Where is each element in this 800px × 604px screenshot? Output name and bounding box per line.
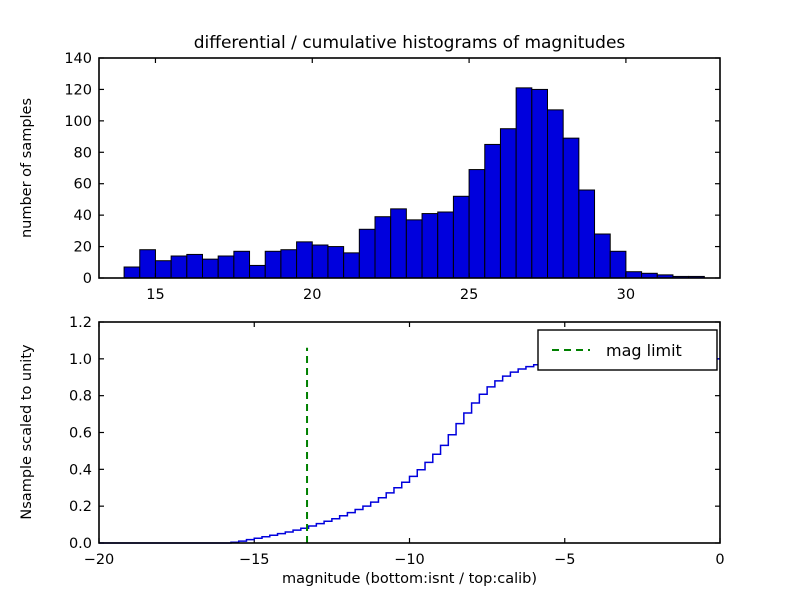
y-tick-label: 120 (64, 82, 92, 98)
histogram-bar (343, 252, 360, 279)
histogram-bar (594, 233, 611, 279)
histogram-bar (154, 260, 172, 279)
histogram-bar (233, 250, 251, 279)
legend[interactable]: mag limit (537, 329, 718, 371)
histogram-bar (437, 211, 454, 279)
y-tick-label: 0.4 (69, 462, 92, 478)
y-tick-label: 1.0 (69, 352, 92, 368)
bottom-axes-group: −20 −15 −10 −5 0 0.0 0.2 0.4 0.6 0.8 1.0 1.2 Nsampl… (19, 315, 725, 587)
x-tick-label: 30 (617, 287, 635, 303)
histogram-bar (421, 213, 439, 279)
histogram-bar (296, 241, 313, 279)
histogram-bar (202, 258, 219, 279)
y-tick-label: 0 (83, 271, 92, 287)
bottom-axes-frame (98, 321, 721, 544)
y-tick-label: 0.6 (69, 426, 92, 442)
y-tick-label: 0.8 (69, 389, 92, 405)
x-tick-label: 15 (146, 287, 164, 303)
y-tick-label: 0.2 (69, 499, 92, 515)
histogram-bar (562, 137, 580, 279)
histogram-bar (170, 255, 188, 279)
histogram-bar (264, 250, 282, 279)
histogram-bar (311, 244, 329, 279)
top-axes-group: 15 20 25 30 0 20 40 60 80 100 120 140 differential … (19, 33, 721, 303)
histogram-bars (123, 87, 705, 279)
y-tick-label: 1.2 (69, 315, 92, 331)
histogram-bar (249, 264, 266, 279)
histogram-bar (123, 266, 141, 279)
histogram-bar (531, 88, 549, 279)
y-tick-label: 20 (74, 240, 92, 256)
histogram-bar (327, 246, 345, 279)
x-tick-label: −10 (394, 552, 425, 568)
histogram-bar (217, 255, 235, 279)
histogram-bar (578, 189, 596, 279)
x-tick-label: 25 (460, 287, 478, 303)
histogram-bar (280, 249, 298, 279)
histogram-bar (609, 250, 627, 279)
histogram-bar (625, 271, 643, 279)
y-tick-label: 140 (64, 51, 92, 67)
top-y-axis-label: number of samples (19, 98, 35, 238)
histogram-bar (468, 169, 486, 279)
x-tick-label: 0 (715, 552, 724, 568)
bottom-y-axis-label: Nsample scaled to unity (19, 344, 35, 520)
top-tick-labels: 15 20 25 30 0 20 40 60 80 100 120 140 (64, 51, 635, 303)
x-tick-label: −20 (84, 552, 115, 568)
x-tick-label: −15 (239, 552, 270, 568)
top-axes-frame (98, 57, 721, 279)
y-tick-label: 40 (74, 208, 92, 224)
histogram-bar (499, 128, 517, 279)
y-tick-label: 80 (74, 145, 92, 161)
x-axis-label: magnitude (bottom:isnt / top:calib) (282, 571, 537, 587)
y-tick-label: 0.0 (69, 536, 92, 552)
legend-entry-mag-limit: mag limit (606, 341, 682, 360)
histogram-bar (484, 143, 501, 279)
y-tick-label: 100 (64, 114, 92, 130)
page-title: differential / cumulative histograms of … (194, 33, 626, 53)
histogram-bar (452, 195, 470, 279)
histogram-bar (186, 253, 204, 279)
histogram-bar (139, 249, 156, 279)
histogram-bar (390, 208, 407, 279)
histogram-bar (547, 109, 564, 279)
bottom-tick-labels: −20 −15 −10 −5 0 0.0 0.2 0.4 0.6 0.8 1.0 1.2 (69, 315, 725, 568)
histogram-bar (358, 228, 376, 279)
cumulative-curve (99, 358, 720, 544)
y-tick-label: 60 (74, 177, 92, 193)
x-tick-label: 20 (303, 287, 321, 303)
x-tick-label: −5 (554, 552, 575, 568)
histogram-bar (405, 219, 423, 279)
histogram-bar (374, 216, 392, 279)
histogram-bar (515, 87, 533, 279)
